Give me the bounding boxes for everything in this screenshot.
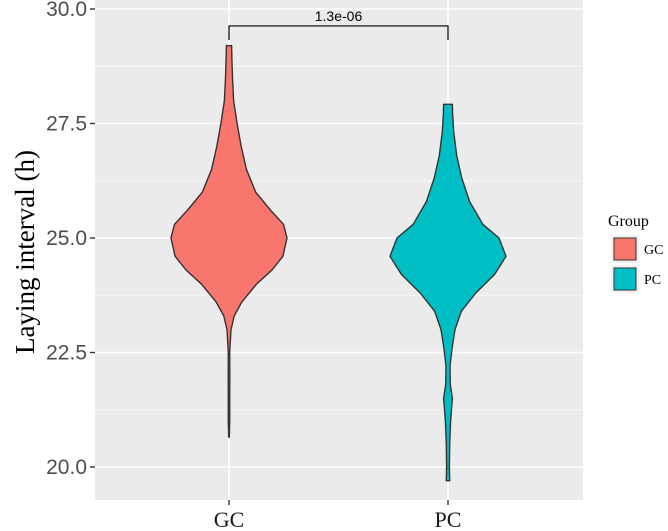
legend-label: PC	[644, 273, 661, 288]
y-tick-label: 22.5	[46, 342, 87, 365]
p-value-label: 1.3e-06	[315, 8, 363, 24]
legend: Group GC PC	[608, 213, 663, 293]
panel-background	[95, 0, 583, 500]
y-axis-title: Laying interval (h)	[10, 150, 40, 354]
violin-gc	[170, 44, 288, 438]
violin-pc	[389, 103, 507, 482]
legend-label: GC	[644, 243, 663, 258]
y-tick-label: 20.0	[46, 456, 87, 479]
minor-gridlines	[95, 65, 583, 411]
y-tick-label: 25.0	[46, 227, 87, 250]
legend-title: Group	[608, 213, 649, 230]
y-axis: 20.0 22.5 25.0 27.5 30.0	[46, 0, 95, 479]
violins	[170, 44, 507, 482]
y-tick-label: 30.0	[46, 0, 87, 21]
bracket-line	[228, 25, 449, 40]
legend-swatch-gc	[613, 237, 637, 261]
x-axis: GC PC	[214, 500, 462, 531]
legend-swatch-pc	[613, 267, 637, 291]
x-tick-label: PC	[435, 507, 462, 531]
y-tick-label: 27.5	[46, 113, 87, 136]
x-tick-label: GC	[214, 507, 245, 531]
significance-bracket: 1.3e-06	[228, 8, 449, 40]
